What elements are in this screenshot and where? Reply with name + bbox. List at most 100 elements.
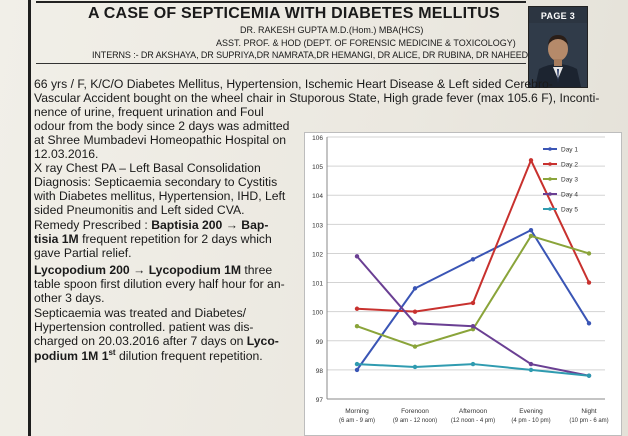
case-line-17: Septicaemia was treated and Diabetes/	[34, 306, 247, 320]
data-point	[586, 321, 592, 326]
case-line-10: sided Pneumonitis and Left sided CVA.	[34, 203, 245, 217]
series-line-2	[356, 157, 590, 313]
x-tick-sublabel: (12 noon - 4 pm)	[451, 418, 495, 424]
legend-marker	[548, 147, 552, 151]
author-role: ASST. PROF. & HOD (DEPT. OF FORENSIC MED…	[216, 38, 516, 48]
case-line-12: tisia 1M frequent repetition for 2 days …	[34, 232, 272, 246]
ordinal-sup: st	[108, 348, 116, 357]
case-line-16: other 3 days.	[34, 291, 105, 305]
data-point	[586, 251, 592, 256]
series-line-1	[356, 228, 590, 371]
x-tick-label: Forenoon	[401, 408, 429, 415]
data-point	[528, 233, 534, 239]
x-tick-sublabel: (9 am - 12 noon)	[393, 418, 437, 424]
case-line-6: 12.03.2016.	[34, 147, 99, 161]
case-line-20: podium 1M 1st dilution frequent repetiti…	[34, 348, 263, 363]
remedy-1: Baptisia 200	[151, 218, 223, 232]
data-point	[528, 227, 534, 233]
case-line-1: 66 yrs / F, K/C/O Diabetes Mellitus, Hyp…	[34, 77, 553, 91]
data-point	[586, 280, 592, 285]
legend-marker	[548, 177, 552, 181]
data-point	[354, 306, 360, 311]
legend-marker	[548, 207, 552, 211]
author-line: DR. RAKESH GUPTA M.D.(Hom.) MBA(HCS)	[240, 25, 424, 35]
data-point	[354, 361, 360, 367]
case-line-2: Vascular Accident bought on the wheel ch…	[34, 91, 600, 105]
y-tick-label: 97	[316, 397, 324, 404]
remedy-3: Lycopodium 200	[34, 263, 130, 277]
data-point	[354, 254, 360, 259]
case-line-15: table spoon first dilution every half ho…	[34, 277, 285, 291]
remedy-5-start: Lyco-	[246, 334, 279, 348]
y-tick-label: 105	[312, 164, 323, 171]
data-point	[412, 344, 418, 349]
legend-marker	[548, 192, 552, 196]
data-point	[470, 300, 476, 306]
article-title: A CASE OF SEPTICEMIA WITH DIABETES MELLI…	[88, 5, 500, 22]
series-line-4	[356, 255, 590, 377]
remedy-2-end: tisia 1M	[34, 232, 79, 246]
legend-label: Day 2	[561, 162, 578, 169]
data-point	[412, 286, 418, 291]
remedy-5-note: dilution frequent repetition.	[115, 349, 263, 364]
x-tick-sublabel: (6 am - 9 am)	[339, 418, 375, 424]
remedy-2-start: Bap-	[241, 218, 269, 232]
y-tick-label: 98	[316, 368, 324, 375]
remedy-4-note: three	[241, 263, 273, 277]
chart-svg: 97 98 99 100 101 102 103 104 105 106 Morning (6 am …	[312, 135, 609, 424]
data-point	[354, 324, 360, 329]
page-margin-bar	[28, 0, 31, 436]
legend-label: Day 1	[561, 147, 578, 154]
remedy-label: Remedy Prescribed :	[34, 218, 148, 232]
x-tick-label: Evening	[519, 408, 543, 415]
data-point	[470, 324, 476, 329]
x-tick-label: Night	[581, 408, 596, 415]
remedy-2-note: frequent repetition for 2 days which	[78, 232, 272, 246]
case-line-11: Remedy Prescribed : Baptisia 200 → Bap-	[34, 218, 268, 232]
y-tick-label: 104	[312, 193, 323, 200]
case-line-14: Lycopodium 200 → Lycopodium 1M three	[34, 263, 272, 277]
y-tick-label: 106	[312, 135, 323, 142]
case-line-8: Diagnosis: Septicaemia secondary to Cyst…	[34, 175, 278, 189]
x-tick-sublabel: (10 pm - 6 am)	[569, 418, 608, 424]
y-tick-label: 99	[316, 339, 324, 346]
data-point	[528, 158, 534, 163]
legend-label: Day 5	[561, 207, 578, 214]
case-line-19: charged on 20.03.2016 after 7 days on Ly…	[34, 334, 279, 348]
case-line-7: X ray Chest PA – Left Basal Consolidatio…	[34, 161, 261, 175]
case-line-4: odour from the body since 2 days was adm…	[34, 119, 290, 133]
remedy-4: Lycopodium 1M	[148, 263, 241, 277]
portrait-image	[529, 23, 587, 87]
temperature-chart: 97 98 99 100 101 102 103 104 105 106 Morning (6 am …	[304, 132, 622, 436]
page-number-label: PAGE 3	[540, 11, 576, 21]
case-line-5: at Shree Mumbadevi Homeopathic Hospital …	[34, 133, 287, 147]
y-tick-label: 102	[312, 251, 323, 258]
header-rule-top	[36, 1, 526, 3]
case-line-13: gave Partial relief.	[34, 246, 132, 260]
y-tick-label: 103	[312, 222, 323, 229]
arrow-icon: →	[225, 218, 238, 232]
data-point	[354, 367, 360, 373]
y-tick-label: 101	[312, 281, 323, 288]
interns-line: INTERNS :- DR AKSHAYA, DR SUPRIYA,DR NAM…	[92, 50, 529, 60]
arrow-icon: →	[133, 263, 146, 277]
data-point	[470, 257, 476, 262]
data-point	[412, 321, 418, 326]
author-photo: PAGE 3	[528, 6, 588, 88]
case-line-18: Hypertension controlled. patient was dis…	[34, 320, 254, 334]
data-point	[470, 361, 476, 367]
x-tick-label: Afternoon	[459, 408, 488, 415]
x-tick-sublabel: (4 pm - 10 pm)	[511, 418, 550, 424]
discharge-text: charged on 20.03.2016 after 7 days on	[34, 334, 247, 348]
legend-marker	[548, 162, 552, 166]
data-point	[528, 367, 534, 373]
case-line-9: with Diabetes mellitus, Hypertension, IH…	[34, 189, 286, 203]
case-line-3: nence of urine, frequent urination and F…	[34, 105, 264, 119]
remedy-5-end: podium 1M 1	[34, 349, 109, 364]
data-point	[586, 373, 592, 378]
data-point	[412, 309, 418, 314]
x-tick-label: Morning	[345, 408, 369, 415]
legend-label: Day 4	[561, 192, 578, 199]
header-rule-bottom	[36, 63, 526, 64]
